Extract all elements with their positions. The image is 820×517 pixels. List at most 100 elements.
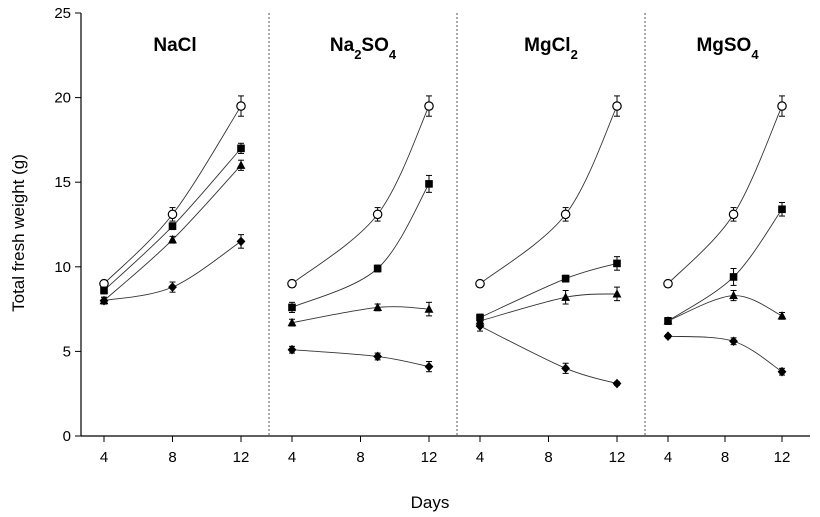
x-tick-label: 12 (609, 449, 626, 466)
series-filled-diamond (287, 344, 434, 373)
x-tick-label: 8 (721, 449, 729, 466)
open-circle-marker (777, 101, 787, 111)
filled-triangle-marker (561, 292, 571, 301)
open-circle-marker (424, 101, 434, 111)
x-tick-label: 12 (421, 449, 438, 466)
filled-diamond-marker (612, 378, 622, 389)
filled-diamond-marker (777, 366, 787, 377)
filled-diamond-marker (561, 363, 571, 374)
series-filled-triangle (475, 286, 622, 325)
open-circle-marker (475, 278, 485, 289)
filled-square-marker (778, 205, 786, 214)
filled-square-marker (729, 273, 738, 281)
series-filled-square (288, 174, 433, 313)
filled-triangle-marker (424, 304, 434, 313)
series-filled-square (100, 142, 245, 295)
series-open-circle (663, 95, 787, 289)
panel-1: NaCl 4 8 12 (99, 35, 250, 466)
series-line (479, 262, 618, 318)
filled-square-marker (613, 259, 621, 268)
series-line (103, 164, 242, 301)
y-tick-label: 15 (54, 174, 71, 191)
panel-2: Na2SO4 4 8 12 (287, 35, 438, 466)
filled-diamond-marker (663, 331, 673, 341)
y-tick-label: 10 (54, 259, 71, 276)
series-open-circle (287, 95, 434, 289)
open-circle-marker (372, 209, 383, 220)
open-circle-marker (560, 209, 571, 220)
series-open-circle (475, 95, 622, 289)
panel-title: MgSO4 (696, 35, 759, 62)
series-filled-diamond (663, 331, 787, 377)
series-line (103, 105, 242, 285)
series-line (667, 295, 783, 322)
filled-triangle-marker (373, 302, 383, 312)
series-line (479, 105, 618, 285)
panel-4: MgSO4 4 8 12 (663, 35, 791, 466)
filled-diamond-marker (168, 282, 177, 292)
series-filled-diamond (99, 234, 246, 306)
x-tick-label: 8 (168, 449, 176, 466)
open-circle-marker (287, 278, 297, 289)
x-tick-label: 12 (774, 449, 791, 466)
x-tick-label: 4 (476, 449, 484, 466)
y-tick-label: 25 (54, 5, 71, 22)
series-line (667, 105, 783, 285)
series-line (479, 293, 618, 322)
x-axis-title: Days (411, 493, 450, 512)
x-tick-label: 12 (233, 449, 250, 466)
panel-3: MgCl2 4 8 12 (475, 35, 626, 466)
filled-triangle-marker (612, 289, 622, 298)
series-filled-square (664, 202, 786, 325)
x-tick-label: 8 (544, 449, 552, 466)
panel-title: NaCl (153, 35, 196, 56)
filled-square-marker (373, 264, 382, 273)
series-open-circle (99, 95, 246, 289)
filled-diamond-marker (236, 236, 246, 247)
chart-frame: 0 5 10 15 20 25 (54, 5, 810, 445)
filled-triangle-marker (777, 311, 787, 320)
open-circle-marker (612, 101, 622, 111)
filled-square-marker (288, 303, 296, 312)
x-tick-label: 4 (100, 449, 108, 466)
filled-square-marker (100, 286, 108, 295)
filled-diamond-marker (287, 344, 297, 355)
open-circle-marker (728, 209, 739, 220)
filled-triangle-marker (475, 316, 485, 325)
y-tick-label: 5 (63, 343, 71, 360)
series-line (291, 183, 430, 308)
filled-square-marker (168, 222, 177, 230)
y-tick-label: 0 (63, 428, 71, 445)
x-tick-label: 8 (356, 449, 364, 466)
filled-square-marker (237, 144, 245, 153)
x-tick-label: 4 (664, 449, 672, 466)
filled-triangle-marker (287, 317, 297, 327)
filled-triangle-marker (168, 234, 177, 244)
series-line (291, 349, 430, 368)
filled-diamond-marker (373, 351, 383, 362)
filled-square-marker (561, 274, 570, 283)
panel-title: MgCl2 (524, 35, 578, 62)
series-line (479, 325, 618, 384)
series-filled-triangle (663, 289, 787, 325)
series-line (291, 306, 430, 324)
y-tick-label: 20 (54, 90, 71, 107)
filled-triangle-marker (729, 290, 738, 300)
filled-triangle-marker (663, 316, 673, 325)
filled-triangle-marker (236, 160, 246, 169)
x-tick-label: 4 (288, 449, 296, 466)
series-line (291, 105, 430, 285)
series-filled-triangle (287, 301, 434, 327)
chart-panels: NaCl 4 8 12 Na2SO4 4 8 12 MgCl2 4 8 12 MgSO4 4 8 12 (99, 35, 791, 466)
filled-diamond-marker (99, 295, 109, 306)
open-circle-marker (236, 101, 246, 111)
panel-title: Na2SO4 (330, 35, 397, 62)
filled-diamond-marker (729, 336, 738, 347)
series-filled-diamond (475, 320, 622, 389)
series-line (667, 335, 783, 373)
filled-diamond-marker (424, 361, 434, 372)
filled-square-marker (425, 180, 433, 188)
filled-diamond-marker (475, 321, 485, 331)
open-circle-marker (167, 209, 178, 220)
